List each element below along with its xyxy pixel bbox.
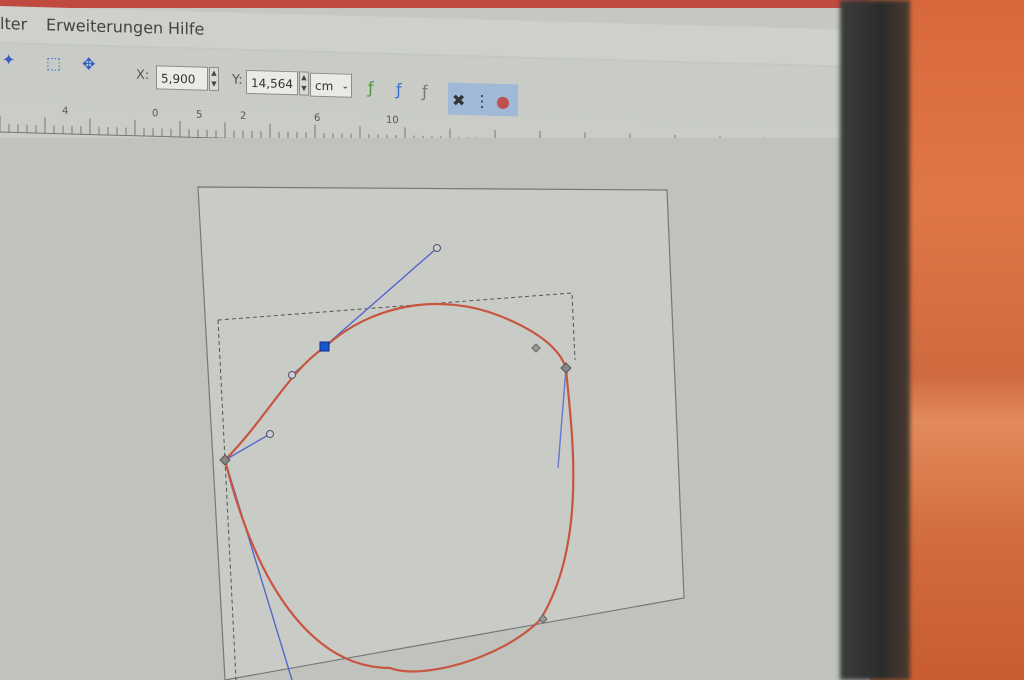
bezier-handle-point[interactable]: [266, 430, 274, 438]
path-node[interactable]: [560, 362, 572, 374]
bezier-curve-path[interactable]: [223, 302, 575, 673]
bezier-handle-line: [224, 433, 271, 461]
monitor-bezel: [840, 0, 910, 680]
bezier-handle-point[interactable]: [433, 244, 441, 252]
path-node[interactable]: [219, 454, 231, 466]
page-border: [197, 186, 685, 680]
selected-node[interactable]: [319, 341, 330, 352]
path-node[interactable]: [538, 614, 548, 624]
selection-bounding-box: [217, 292, 576, 361]
bezier-handle-point[interactable]: [288, 371, 296, 379]
window-title-bar: [0, 0, 870, 8]
path-node[interactable]: [531, 343, 541, 353]
bezier-handle-line: [557, 367, 567, 469]
